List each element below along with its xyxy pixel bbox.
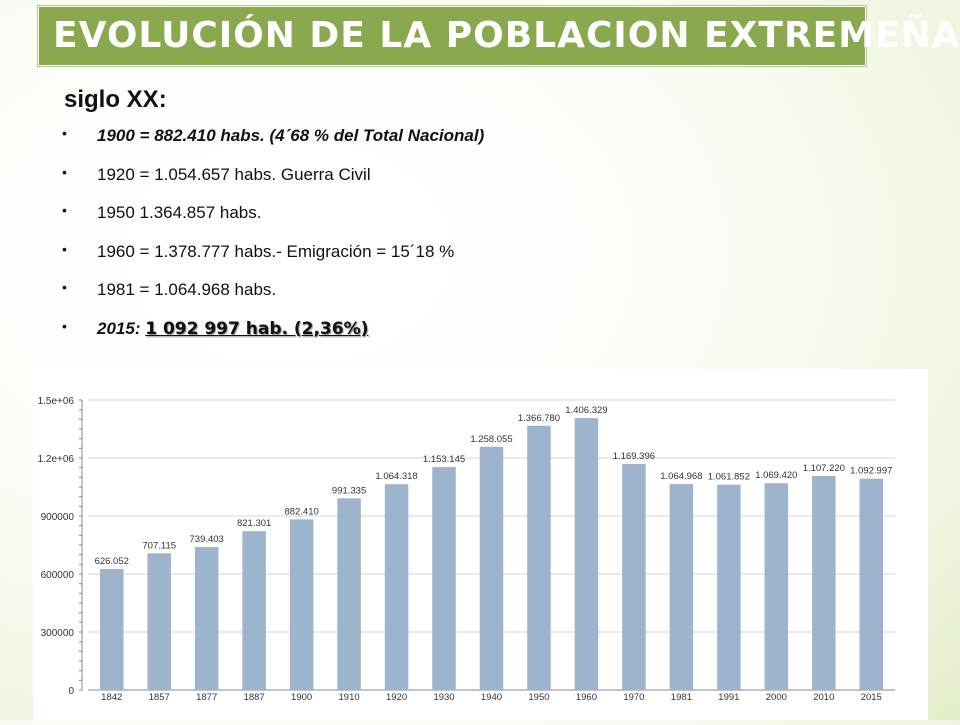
bullet-text: 1960 = 1.378.777 habs.- Emigración = 15´…: [97, 241, 455, 261]
bar: [717, 484, 741, 690]
bar: [337, 498, 361, 690]
bar-value-label: 1.169.396: [613, 451, 655, 462]
y-tick-label: 1.2e+06: [38, 454, 75, 465]
bullet-icon: •: [62, 317, 67, 334]
x-tick-label: 1991: [718, 692, 739, 703]
bar-value-label: 1.064.318: [375, 471, 417, 482]
bullet-text-highlight: 1 092 997 hab. (2,36%): [145, 318, 369, 339]
bar: [764, 483, 789, 690]
bar-value-label: 1.061.852: [708, 472, 750, 483]
x-tick-label: 1842: [101, 692, 122, 703]
title-banner: EVOLUCIÓN DE LA POBLACION EXTREMEÑA.: [38, 6, 960, 66]
bar-value-label: 1.107.220: [803, 463, 845, 474]
bar-value-label: 882.410: [284, 506, 318, 517]
bar-value-label: 1.406.329: [565, 405, 607, 416]
x-tick-label: 1960: [576, 692, 597, 703]
y-tick-label: 0: [68, 686, 74, 697]
bar: [669, 484, 694, 690]
bullet-icon: •: [62, 163, 67, 180]
x-tick-label: 1857: [149, 692, 170, 703]
x-tick-label: 1900: [291, 692, 312, 703]
bullet-text: 1920 = 1.054.657 habs. Guerra Civil: [97, 164, 371, 184]
y-tick-label: 1.5e+06: [38, 396, 75, 407]
bar-value-label: 1.153.145: [423, 454, 465, 465]
bullet-text: 2015: 1 092 997 hab. (2,36%): [97, 319, 368, 339]
bar-value-label: 1.069.420: [755, 470, 797, 481]
x-tick-label: 2015: [861, 692, 882, 703]
y-tick-label: 600000: [41, 570, 75, 581]
bullet-text: 1950 1.364.857 habs.: [97, 203, 262, 222]
y-tick-label: 900000: [41, 512, 75, 523]
bar: [432, 467, 456, 690]
bar-value-label: 1.064.968: [660, 471, 702, 482]
x-tick-label: 1940: [481, 692, 502, 703]
bullet-text: 1981 = 1.064.968 habs.: [97, 280, 277, 299]
x-tick-label: 1910: [339, 692, 360, 703]
bar: [859, 478, 884, 690]
x-tick-label: 1930: [433, 692, 454, 703]
bullet-icon: •: [62, 202, 67, 218]
x-tick-label: 1877: [196, 692, 217, 703]
bar: [147, 553, 171, 690]
bar-value-label: 991.335: [332, 485, 366, 496]
bar: [194, 547, 219, 690]
x-tick-label: 1981: [671, 692, 692, 703]
x-tick-label: 2010: [813, 692, 834, 703]
bar: [622, 463, 646, 690]
bar-value-label: 1.258.055: [470, 434, 512, 445]
bar-value-label: 1.092.997: [850, 466, 892, 477]
slide-title: EVOLUCIÓN DE LA POBLACION EXTREMEÑA.: [53, 15, 960, 56]
bullet-text-year: 2015:: [97, 318, 146, 338]
x-tick-label: 1887: [244, 692, 265, 703]
bar: [527, 425, 551, 690]
slide-subtitle: siglo XX:: [64, 86, 167, 113]
bar: [242, 531, 266, 690]
population-chart: 0 300000 600000 900000 1.2e+06 1.5e+06 626.052…: [33, 369, 928, 720]
bar-value-label: 626.052: [95, 556, 129, 567]
bar-value-label: 821.301: [237, 518, 271, 529]
bar-value-label: 1.366.780: [518, 413, 560, 424]
y-tick-label: 300000: [41, 628, 75, 639]
bar: [812, 475, 836, 690]
bullet-icon: •: [62, 279, 67, 295]
x-tick-label: 1970: [623, 692, 644, 703]
bullet-icon: •: [62, 240, 67, 257]
bar-value-label: 739.403: [190, 534, 224, 545]
x-tick-label: 1920: [386, 692, 407, 703]
bar: [479, 446, 504, 690]
bar-chart-svg: 0 300000 600000 900000 1.2e+06 1.5e+06 626.052…: [38, 396, 895, 703]
bar: [574, 418, 599, 690]
bar-value-label: 707.115: [142, 540, 176, 551]
bar: [384, 484, 409, 690]
bullet-text: 1900 = 882.410 habs. (4´68 % del Total N…: [97, 126, 485, 145]
bullet-icon: •: [62, 125, 67, 141]
x-tick-label: 2000: [766, 692, 787, 703]
x-tick-label: 1950: [528, 692, 549, 703]
bar: [289, 519, 314, 690]
bar: [99, 568, 124, 690]
